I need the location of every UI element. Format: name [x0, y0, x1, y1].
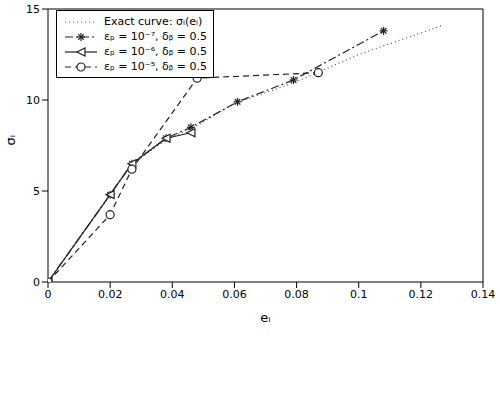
- html-text:εₚ = 10⁻⁵, δᵦ = 0.5: εₚ = 10⁻⁵, δᵦ = 0.5: [104, 60, 207, 73]
- svg-text:0.04: 0.04: [160, 288, 185, 301]
- svg-text:0: 0: [33, 276, 40, 289]
- svg-text:0.06: 0.06: [222, 288, 247, 301]
- svg-text:0.12: 0.12: [409, 288, 434, 301]
- svg-text:15: 15: [26, 3, 40, 16]
- svg-text:0.1: 0.1: [350, 288, 368, 301]
- html-text:εₚ = 10⁻⁷, δᵦ = 0.5: εₚ = 10⁻⁷, δᵦ = 0.5: [104, 30, 207, 43]
- html-text:Exact curve: σᵢ(eᵢ): Exact curve: σᵢ(eᵢ): [104, 15, 203, 28]
- html-text:εₚ = 10⁻⁶, δᵦ = 0.5: εₚ = 10⁻⁶, δᵦ = 0.5: [104, 45, 207, 58]
- svg-text:5: 5: [33, 185, 40, 198]
- svg-text:10: 10: [26, 94, 40, 107]
- svg-text:σᵢ: σᵢ: [8, 135, 18, 146]
- svg-text:eᵢ: eᵢ: [260, 310, 270, 325]
- svg-text:0.02: 0.02: [98, 288, 123, 301]
- svg-text:0.08: 0.08: [284, 288, 309, 301]
- svg-text:0: 0: [45, 288, 52, 301]
- svg-text:0.14: 0.14: [471, 288, 492, 301]
